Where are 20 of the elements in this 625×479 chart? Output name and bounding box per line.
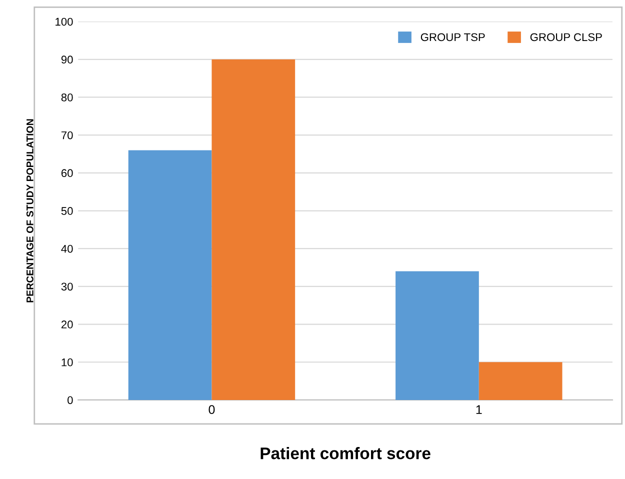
bar (478, 362, 562, 400)
x-axis-title: Patient comfort score (260, 447, 430, 460)
y-tick-label: 90 (61, 56, 73, 64)
y-tick-label: 70 (61, 131, 73, 140)
bar (396, 271, 479, 400)
y-tick-label: 40 (61, 244, 73, 253)
legend-label: GROUP CLSP (530, 33, 602, 42)
y-tick-label: 20 (61, 320, 73, 328)
x-tick-label: 1 (476, 405, 482, 414)
bar (212, 59, 296, 400)
y-tick-label: 0 (68, 396, 73, 404)
y-tick-label: 10 (62, 358, 73, 366)
y-tick-label: 30 (61, 282, 73, 291)
bar (128, 150, 212, 400)
legend-label: GROUP TSP (420, 33, 485, 42)
y-axis-title: PERCENTAGE OF STUDY POPULATION (26, 119, 34, 302)
y-tick-label: 100 (56, 18, 73, 26)
y-tick-label: 60 (61, 169, 73, 178)
y-tick-label: 80 (61, 94, 73, 102)
y-tick-label: 50 (61, 207, 73, 215)
